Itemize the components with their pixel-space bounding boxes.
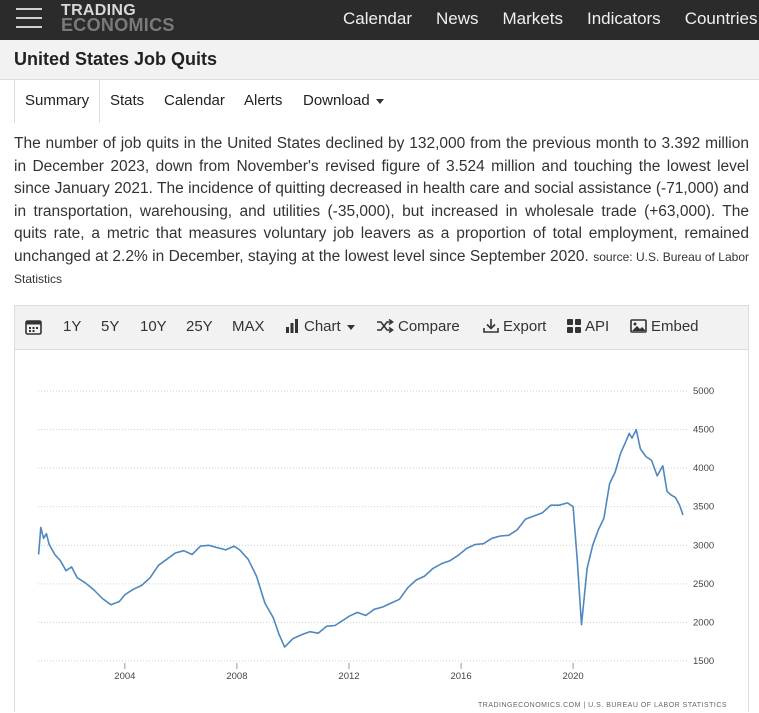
download-icon [483,319,499,333]
chart-panel: 1Y 5Y 10Y 25Y MAX Chart Compare Export A… [14,305,749,712]
logo[interactable]: TRADING ECONOMICS [61,2,175,35]
chart-type-label: Chart [304,318,341,335]
series-lines [37,428,684,648]
tab-download[interactable]: Download [303,80,384,123]
chart-credit: TRADINGECONOMICS.COM | U.S. BUREAU OF LA… [478,702,727,709]
api-button[interactable]: API [567,318,609,335]
embed-button[interactable]: Embed [630,318,699,335]
export-label: Export [503,318,547,335]
nav-indicators[interactable]: Indicators [586,9,661,28]
tab-alerts[interactable]: Alerts [244,92,283,109]
summary-source: source: U.S. Bureau of Labor Statistics [14,249,749,287]
compare-label: Compare [398,318,460,335]
chart-grid [38,390,688,662]
x-tick-label: 2008 [226,671,247,682]
chart-toolbar: 1Y 5Y 10Y 25Y MAX Chart Compare Export A… [15,306,748,350]
y-tick-label: 4000 [693,463,714,474]
caret-down-icon [375,98,384,104]
calendar-icon[interactable] [25,319,46,337]
tab-calendar[interactable]: Calendar [164,92,225,109]
embed-label: Embed [651,318,699,335]
summary-body: The number of job quits in the United St… [14,135,749,265]
x-axis-ticks [124,663,574,669]
y-tick-label: 2500 [693,579,714,590]
range-25y[interactable]: 25Y [186,318,213,335]
title-bar: United States Job Quits [0,40,759,80]
x-tick-label: 2012 [338,671,359,682]
bar-chart-icon [286,319,298,333]
top-navigation: TRADING ECONOMICS Calendar News Markets Ind… [0,0,759,40]
y-tick-label: 4500 [693,425,714,436]
y-tick-label: 5000 [693,386,714,397]
x-tick-label: 2020 [563,671,584,682]
y-tick-label: 3500 [693,502,714,513]
shuffle-icon [377,318,394,334]
summary-text: The number of job quits in the United St… [14,133,749,291]
range-1y[interactable]: 1Y [63,318,82,335]
chart-type-button[interactable]: Chart [285,318,355,335]
caret-down-icon [346,324,355,330]
api-label: API [585,318,610,335]
x-axis-labels: 2004 2008 2012 2016 2020 [114,671,583,682]
tab-download-label: Download [303,92,370,109]
tab-stats[interactable]: Stats [110,92,145,109]
x-tick-label: 2016 [450,671,471,682]
x-tick-label: 2004 [114,671,135,682]
compare-button[interactable]: Compare [376,318,460,335]
logo-line-1: TRADING [61,2,136,19]
nav-countries[interactable]: Countries [684,9,758,28]
tab-bar: Summary Stats Calendar Alerts Download [14,80,759,123]
image-icon [630,319,647,333]
nav-markets[interactable]: Markets [502,9,563,28]
y-tick-label: 1500 [693,656,714,667]
nav-news[interactable]: News [436,9,479,28]
export-button[interactable]: Export [483,318,546,335]
range-10y[interactable]: 10Y [140,318,167,335]
range-5y[interactable]: 5Y [101,318,120,335]
y-axis-labels: 5000 4500 4000 3500 3000 2500 2000 1500 [693,386,714,667]
series-line [37,428,684,648]
logo-line-2: ECONOMICS [61,15,175,35]
range-max[interactable]: MAX [232,318,265,335]
menu-icon[interactable] [16,8,42,30]
tab-summary[interactable]: Summary [14,80,101,123]
y-tick-label: 2000 [693,617,714,628]
nav-calendar[interactable]: Calendar [343,9,412,28]
grid-icon [567,319,581,333]
page-title: United States Job Quits [14,49,218,69]
y-tick-label: 3000 [693,540,714,551]
nav-links: Calendar News Markets Indicators Countries [343,0,759,40]
